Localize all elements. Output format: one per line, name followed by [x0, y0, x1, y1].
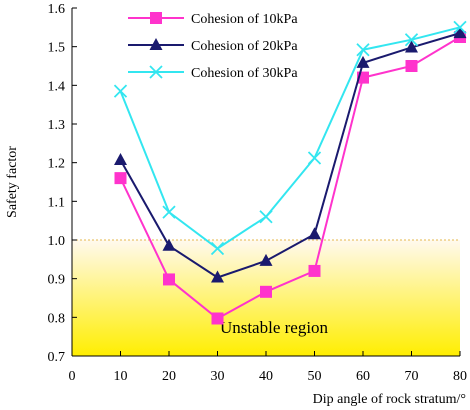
series-2-line	[119, 32, 461, 279]
marker-stroke	[453, 20, 467, 34]
legend-marker	[149, 65, 163, 79]
series-2-point	[162, 238, 176, 251]
marker-stroke	[259, 210, 273, 224]
series-2-point	[453, 26, 467, 39]
x-tick-label: 30	[211, 369, 225, 384]
x-tick-label: 50	[308, 369, 322, 384]
series-3-point	[113, 84, 128, 98]
x-tick-label: 20	[162, 369, 176, 384]
series-3-point	[259, 210, 273, 224]
legend-marker	[149, 38, 163, 50]
y-tick-label: 1.5	[48, 41, 66, 56]
series-2	[114, 26, 467, 283]
y-axis-label: Safety factor	[5, 146, 20, 218]
marker-stroke	[404, 33, 419, 47]
series-layer	[113, 20, 467, 325]
marker-stroke	[162, 205, 176, 219]
series-1-line	[119, 36, 461, 320]
series-1-point	[260, 285, 272, 298]
marker-stroke	[356, 43, 370, 57]
series-1-point	[405, 60, 418, 72]
x-axis-label: Dip angle of rock stratum/°	[313, 392, 466, 407]
legend-label: Cohesion of 10kPa	[191, 12, 298, 27]
y-tick-label: 1.4	[48, 79, 66, 94]
x-tick-label: 40	[259, 369, 273, 384]
y-tick-label: 1.2	[48, 157, 66, 172]
series-1-point	[308, 264, 321, 277]
series-3-point	[162, 205, 176, 219]
ticks: 0 10 20 30 40 50 60 70 80 0.7 0.8 0.9 1.0 1.1 1.2 1.3 1.…	[48, 2, 468, 384]
y-tick-label: 0.9	[48, 273, 66, 288]
series-2-point	[114, 152, 127, 165]
x-tick-label: 80	[453, 369, 467, 384]
y-tick-label: 0.7	[48, 350, 66, 365]
x-tick-label: 60	[356, 369, 370, 384]
unstable-region-label: Unstable region	[220, 318, 329, 337]
y-tick-label: 1.0	[48, 234, 66, 249]
series-3-point	[453, 20, 467, 34]
series-2-point	[405, 40, 418, 53]
y-tick-label: 1.1	[48, 195, 66, 210]
x-tick-label: 70	[405, 369, 419, 384]
series-2-point	[259, 253, 273, 266]
series-2-point	[211, 270, 224, 283]
marker-stroke	[113, 84, 128, 98]
y-tick-label: 1.6	[48, 2, 66, 17]
y-tick-label: 0.8	[48, 311, 66, 326]
marker-stroke	[149, 65, 163, 79]
series-3-line	[119, 26, 461, 250]
series-3-point	[404, 33, 419, 47]
y-tick-label: 1.3	[48, 118, 66, 133]
series-2-point	[308, 227, 321, 240]
series-1-point	[211, 312, 224, 325]
series-1-point	[114, 172, 127, 185]
series-3	[113, 20, 467, 256]
legend: Cohesion of 10kPa Cohesion of 20kPa Cohesi…	[128, 12, 298, 81]
series-3-point	[210, 241, 225, 256]
marker-stroke	[210, 241, 225, 256]
series-3-point	[307, 151, 322, 165]
marker-stroke	[307, 151, 322, 165]
series-2-point	[356, 55, 370, 68]
series-3-point	[356, 43, 370, 57]
x-tick-label: 0	[69, 369, 76, 384]
legend-label: Cohesion of 30kPa	[191, 66, 298, 81]
series-1-point	[163, 273, 175, 286]
legend-marker	[150, 12, 162, 24]
legend-label: Cohesion of 20kPa	[191, 39, 298, 54]
x-tick-label: 10	[114, 369, 128, 384]
